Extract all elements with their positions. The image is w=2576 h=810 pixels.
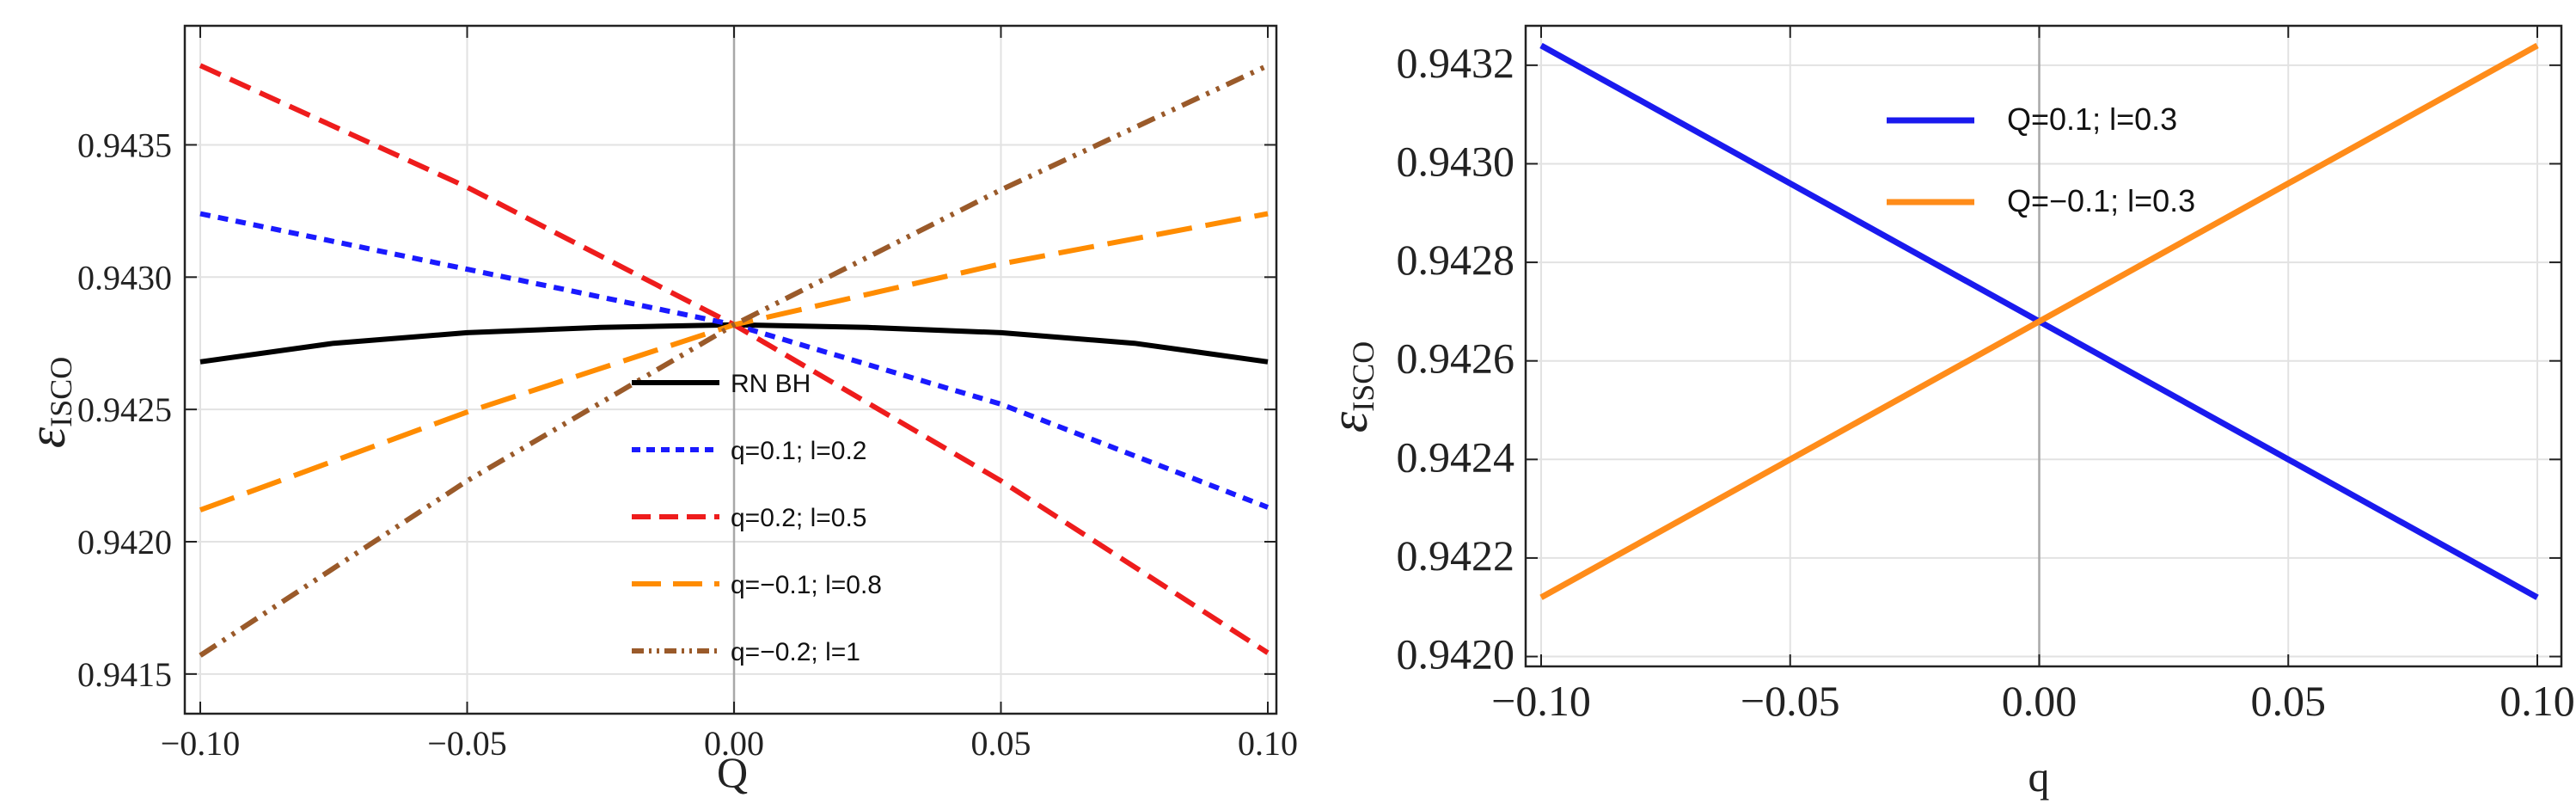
right-y-tick-label: 0.9432 — [1397, 39, 1515, 87]
left-legend-label-4: q=−0.1; l=0.8 — [731, 571, 882, 599]
right-y-tick-label: 0.9420 — [1397, 630, 1515, 678]
right-legend-label-1: Q=0.1; l=0.3 — [2007, 101, 2177, 137]
left-legend-label-2: q=0.1; l=0.2 — [731, 437, 866, 465]
right-y-axis-label: εISCO — [1320, 341, 1380, 433]
right-y-tick-label: 0.9426 — [1397, 334, 1515, 383]
left-x-tick-label: −0.05 — [427, 724, 507, 763]
left-y-tick-label: 0.9425 — [77, 390, 172, 429]
left-x-tick-label: 0.05 — [971, 724, 1031, 763]
left-legend-label-1: RN BH — [731, 370, 811, 398]
chart-right: q εISCO 0.9420 0.9422 0.9424 0.9426 0.9428 0.… — [1320, 24, 2575, 801]
right-y-label-sub: ISCO — [1346, 341, 1380, 412]
left-y-label-main: ε — [18, 426, 76, 448]
right-y-tick-label: 0.9422 — [1397, 531, 1515, 580]
left-series-line-5 — [199, 63, 1270, 658]
left-y-tick-label: 0.9420 — [77, 523, 172, 561]
left-y-label-sub: ISCO — [44, 357, 78, 427]
right-y-tick-label: 0.9424 — [1397, 433, 1515, 481]
left-legend-label-3: q=0.2; l=0.5 — [731, 504, 866, 532]
right-x-axis-label: q — [2028, 752, 2050, 801]
right-y-label-main: ε — [1320, 411, 1379, 433]
left-x-tick-label: 0.10 — [1238, 724, 1298, 763]
right-x-tick-label: −0.05 — [1741, 677, 1840, 725]
left-y-axis-label: εISCO — [18, 357, 78, 448]
right-y-tick-label: 0.9430 — [1397, 137, 1515, 185]
left-plot-frame — [183, 24, 1278, 715]
left-y-tick-label: 0.9435 — [77, 126, 172, 164]
left-y-tick-label: 0.9430 — [77, 258, 172, 297]
right-x-tick-label: −0.10 — [1491, 677, 1591, 725]
right-y-tick-label: 0.9428 — [1397, 236, 1515, 284]
right-plot-frame — [1524, 24, 2563, 668]
left-y-tick-label: 0.9415 — [77, 655, 172, 694]
left-x-tick-label: 0.00 — [704, 724, 764, 763]
right-series-line-2 — [1539, 42, 2539, 600]
right-x-tick-label: 0.00 — [2002, 677, 2077, 725]
left-legend-label-5: q=−0.2; l=1 — [731, 638, 860, 666]
left-x-tick-label: −0.10 — [161, 724, 241, 763]
chart-left: Q εISCO 0.9415 0.9420 0.9425 0.9430 0.9435 −0… — [18, 24, 1298, 796]
left-x-axis-label: Q — [717, 748, 748, 796]
right-x-tick-label: 0.10 — [2500, 677, 2575, 725]
right-x-tick-label: 0.05 — [2251, 677, 2327, 725]
right-legend-label-2: Q=−0.1; l=0.3 — [2007, 183, 2195, 218]
